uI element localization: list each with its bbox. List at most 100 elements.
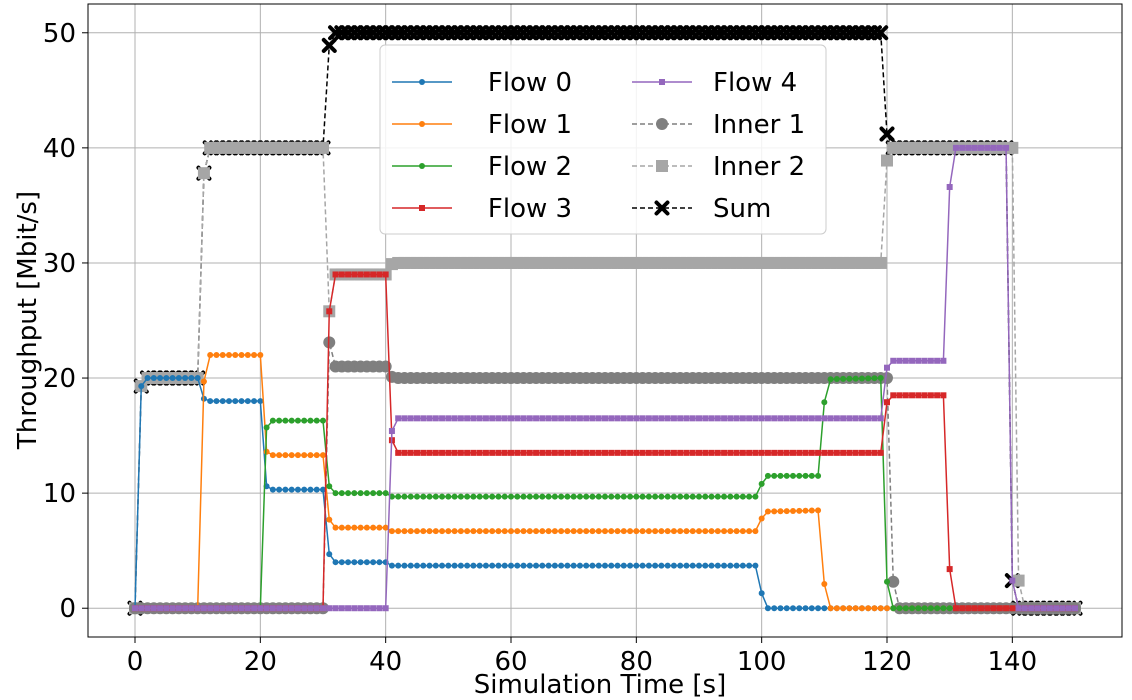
data-point [595,449,602,456]
data-point [332,559,339,566]
data-point [639,562,646,569]
data-point [457,528,464,535]
data-point [489,415,496,422]
data-point [1053,605,1060,612]
data-point [639,528,646,535]
data-point [827,605,834,612]
data-point [508,415,514,422]
data-point [633,415,640,422]
data-point [257,605,264,612]
data-point [614,562,621,569]
data-point [777,449,784,456]
data-point [1059,605,1066,612]
data-point [564,562,571,569]
data-point [332,524,339,531]
data-point [282,486,289,493]
data-point [764,472,771,479]
data-point [351,271,358,278]
data-point [887,575,900,588]
data-point [683,449,690,456]
data-point [1028,605,1035,612]
data-point [282,452,289,459]
data-point [821,449,828,456]
data-point [357,271,364,278]
legend-marker [656,118,668,130]
data-point [708,493,715,500]
data-point [683,528,690,535]
data-point [470,562,477,569]
y-tick-label: 0 [59,594,76,624]
data-point [363,271,370,278]
data-point [357,605,364,612]
data-point [771,472,778,479]
data-point [288,452,295,459]
data-point [858,449,865,456]
data-point [589,493,596,500]
data-point [426,449,433,456]
data-point [213,398,220,405]
data-point [520,562,527,569]
data-point [321,37,337,53]
data-point [1046,605,1053,612]
data-point [144,375,151,382]
data-point [539,528,546,535]
data-point [551,562,558,569]
data-point [514,528,521,535]
data-point [664,528,671,535]
data-point [401,415,408,422]
series-layer [127,25,1083,616]
data-point [670,449,677,456]
data-point [445,562,452,569]
legend-item: Inner 2 [632,152,805,182]
data-point [790,415,796,422]
legend-marker [656,160,668,172]
data-point [802,605,809,612]
data-point [407,562,414,569]
data-point [226,605,232,612]
data-point [263,424,270,431]
data-point [664,449,671,456]
data-point [884,605,890,612]
series-flow-4 [132,144,1078,612]
data-point [558,562,565,569]
data-point [783,415,790,422]
data-point [608,449,615,456]
data-point [808,449,815,456]
data-point [219,352,226,359]
data-point [927,605,934,612]
data-point [395,528,402,535]
data-point [627,562,634,569]
data-point [420,528,427,535]
data-point [451,528,458,535]
y-tick-label: 40 [43,134,76,164]
data-point [401,449,408,456]
data-point [282,417,289,424]
data-point [877,605,884,612]
data-point [714,528,721,535]
data-point [376,490,383,497]
data-point [533,562,540,569]
data-point [288,417,295,424]
data-point [276,417,283,424]
data-point [708,562,715,569]
data-point [432,528,439,535]
data-point [589,528,596,535]
data-point [445,493,452,500]
data-point [464,493,471,500]
data-point [658,528,665,535]
data-point [639,493,646,500]
data-point [301,417,308,424]
data-point [363,490,370,497]
data-point [602,528,608,535]
data-point [614,493,621,500]
data-point [683,415,690,422]
data-point [175,375,182,382]
data-point [420,493,427,500]
data-point [652,493,659,500]
data-point [320,452,326,459]
data-point [627,415,634,422]
data-point [865,375,872,382]
data-point [739,449,746,456]
data-point [746,493,753,500]
data-point [363,605,370,612]
